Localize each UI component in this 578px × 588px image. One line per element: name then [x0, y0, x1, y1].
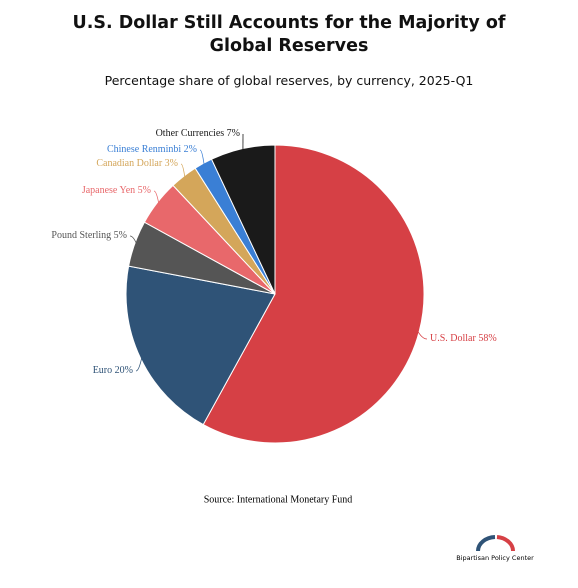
slice-name: Other Currencies — [156, 128, 225, 139]
leader-line — [153, 190, 160, 204]
slice-value: 2% — [184, 144, 197, 155]
leader-line — [129, 235, 138, 245]
slice-name: Chinese Renminbi — [107, 144, 181, 155]
slice-value: 3% — [165, 158, 178, 169]
slice-name: Japanese Yen — [82, 185, 135, 196]
pie-slice — [210, 144, 276, 295]
leader-line — [135, 356, 143, 372]
slice-label: Chinese Renminbi 2% — [107, 144, 197, 155]
slice-name: Pound Sterling — [51, 230, 111, 241]
source: Source: International Monetary Fund — [204, 494, 353, 505]
logo-mark — [475, 535, 516, 552]
slice-label: Pound Sterling 5% — [51, 230, 127, 241]
slice-label: Other Currencies 7% — [156, 128, 240, 139]
slice-value: 7% — [227, 128, 240, 139]
slice-value: 20% — [115, 365, 133, 376]
chart-title: U.S. Dollar Still Accounts for the Major… — [72, 13, 506, 56]
leader-line — [199, 149, 205, 166]
pie-slice — [202, 144, 425, 444]
slice-value: 5% — [138, 185, 151, 196]
slice-label: Canadian Dollar 3% — [96, 158, 178, 169]
leader-line — [417, 330, 428, 340]
pie-slice — [125, 265, 276, 426]
logo-text: Bipartisan Policy Center — [456, 554, 534, 562]
slice-name: U.S. Dollar — [430, 333, 477, 344]
slice-value: 58% — [478, 333, 496, 344]
slice-value: 5% — [114, 230, 127, 241]
slice-name: Euro — [93, 365, 112, 376]
slice-label: Japanese Yen 5% — [82, 185, 151, 196]
slice-label: U.S. Dollar 58% — [430, 333, 497, 344]
chart-subtitle: Percentage share of global reserves, by … — [104, 73, 474, 88]
slice-label: Euro 20% — [93, 365, 133, 376]
slice-name: Canadian Dollar — [96, 158, 162, 169]
leader-line — [180, 163, 186, 178]
